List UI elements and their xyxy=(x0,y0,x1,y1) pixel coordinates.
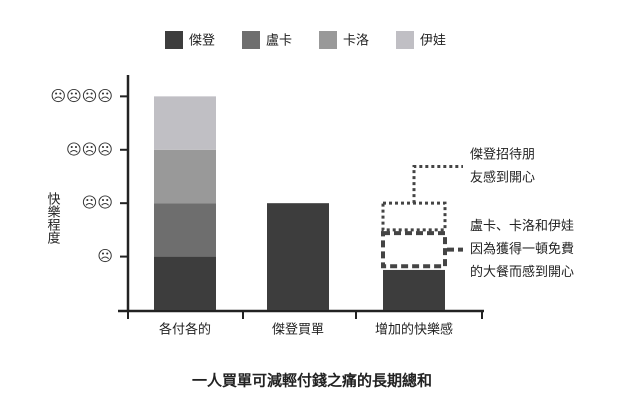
legend-label: 傑登 xyxy=(189,34,215,49)
legend-label: 盧卡 xyxy=(266,34,292,49)
annotation-text: 的大餐而感到開心 xyxy=(470,264,574,280)
y-tick-label: ☹ xyxy=(97,247,113,265)
annotation-text: 盧卡、卡洛和伊娃 xyxy=(470,219,574,234)
legend-label: 伊娃 xyxy=(420,34,446,49)
legend-label: 卡洛 xyxy=(343,34,369,49)
x-tick-label: 傑登買單 xyxy=(272,323,324,338)
y-tick-label: ☹☹ xyxy=(82,194,113,212)
chart-title: 一人買單可減輕付錢之痛的長期總和 xyxy=(192,372,432,390)
bar-segment xyxy=(154,256,216,310)
y-tick-label: ☹☹☹☹ xyxy=(50,87,113,105)
annotation-box xyxy=(381,231,447,269)
bar-segment xyxy=(267,203,329,310)
annotation-text: 因為獲得一頓免費 xyxy=(470,241,574,257)
annotation-text: 傑登招待朋 xyxy=(470,148,535,163)
annotation-text: 友感到開心 xyxy=(470,170,535,186)
bar-segment xyxy=(383,269,445,310)
annotation-box xyxy=(381,201,447,232)
legend-swatch xyxy=(319,31,337,49)
bar-segment xyxy=(154,96,216,150)
y-tick-label: ☹☹☹ xyxy=(66,140,113,158)
annotation-leader xyxy=(412,165,463,204)
bar-segment xyxy=(154,149,216,204)
legend-swatch xyxy=(165,31,183,49)
legend-swatch xyxy=(242,31,260,49)
x-tick-label: 各付各的 xyxy=(159,322,211,338)
y-axis-label: 快樂程度 xyxy=(45,192,61,244)
bar-segment xyxy=(154,203,216,257)
legend-swatch xyxy=(396,31,414,49)
x-tick-label: 增加的快樂感 xyxy=(375,322,453,338)
